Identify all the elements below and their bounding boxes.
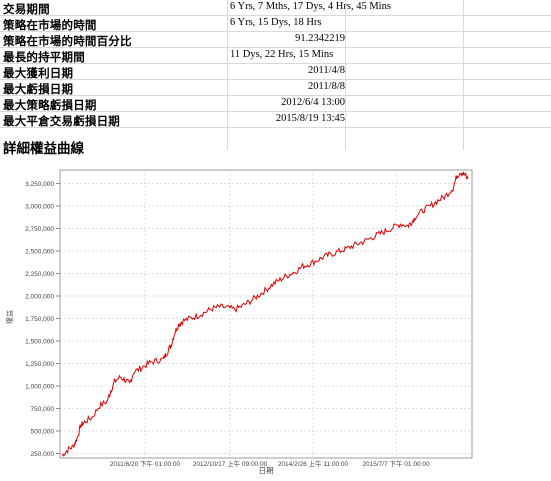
plot-area: [59, 169, 473, 459]
y-tick-label: 1,000,000: [25, 384, 54, 391]
stat-value: 91.2342219: [295, 33, 345, 44]
y-tick-label: 2,250,000: [25, 271, 54, 278]
stat-value: 2012/6/4 13:00: [281, 97, 345, 108]
stat-row: 最大策略虧損日期 2012/6/4 13:00: [0, 96, 551, 112]
stat-value: 2015/8/19 13:45: [275, 113, 345, 124]
stat-row: 策略在市場的時間百分比 91.2342219: [0, 32, 551, 48]
stat-value: 6 Yrs, 7 Mths, 17 Dys, 4 Hrs, 45 Mins: [230, 1, 391, 12]
stat-label: 策略在市場的時間百分比: [3, 34, 132, 48]
y-tick-label: 500,000: [31, 429, 55, 436]
y-tick-label: 3,250,000: [25, 181, 54, 188]
stat-row: 策略在市場的時間 6 Yrs, 15 Dys, 18 Hrs: [0, 16, 551, 32]
y-tick-label: 1,250,000: [25, 361, 54, 368]
column-divider-2: [345, 0, 346, 150]
section-title: 詳細權益曲線: [3, 141, 84, 157]
stat-label: 最長的持平期間: [3, 50, 85, 64]
stat-label: 最大策略虧損日期: [3, 98, 97, 112]
stat-row: 最大虧損日期 2011/8/8: [0, 80, 551, 96]
stat-value: 6 Yrs, 15 Dys, 18 Hrs: [230, 17, 322, 28]
y-tick-label: 1,750,000: [25, 316, 54, 323]
x-axis-label: 日期: [259, 466, 274, 475]
stat-row: 最大獲利日期 2011/4/8: [0, 64, 551, 80]
equity-curve-chart: 250,000 500,000 750,000 1,000,000 1,250,000 1…: [0, 157, 551, 477]
stat-row: 最長的持平期間 11 Dys, 22 Hrs, 15 Mins: [0, 48, 551, 64]
x-tick-label: 2011/6/20 下午 01:00:00: [110, 459, 181, 468]
y-axis-label: 權益: [5, 310, 14, 324]
y-tick-label: 2,500,000: [25, 249, 54, 256]
y-tick-label: 2,750,000: [25, 226, 54, 233]
y-tick-label: 3,000,000: [25, 204, 54, 211]
stat-row: 最大平倉交易虧損日期 2015/8/19 13:45: [0, 112, 551, 128]
stat-label: 策略在市場的時間: [3, 18, 97, 32]
column-divider-3: [463, 0, 464, 150]
stat-row: 交易期間 6 Yrs, 7 Mths, 17 Dys, 4 Hrs, 45 Min…: [0, 0, 551, 16]
y-tick-label: 2,000,000: [25, 294, 54, 301]
y-tick-label: 1,500,000: [25, 339, 54, 346]
y-tick-label: 750,000: [31, 406, 55, 413]
x-tick-label: 2014/2/26 上午 11:00:00: [278, 459, 349, 468]
equity-series-line: [61, 171, 469, 457]
stat-value: 11 Dys, 22 Hrs, 15 Mins: [230, 49, 334, 60]
column-divider-1: [227, 0, 228, 150]
stat-label: 最大獲利日期: [3, 66, 74, 80]
chart-svg: 250,000 500,000 750,000 1,000,000 1,250,000 1…: [0, 157, 551, 477]
stat-label: 交易期間: [3, 2, 50, 16]
stat-label: 最大虧損日期: [3, 82, 74, 96]
stat-value: 2011/8/8: [308, 81, 345, 92]
x-tick-label: 2012/10/17 上午 09:00:00: [193, 459, 268, 468]
y-tick-label: 250,000: [31, 451, 55, 458]
x-tick-label: 2015/7/7 下午 01:00:00: [362, 459, 430, 468]
stat-label: 最大平倉交易虧損日期: [3, 114, 120, 128]
stat-value: 2011/4/8: [308, 65, 345, 76]
